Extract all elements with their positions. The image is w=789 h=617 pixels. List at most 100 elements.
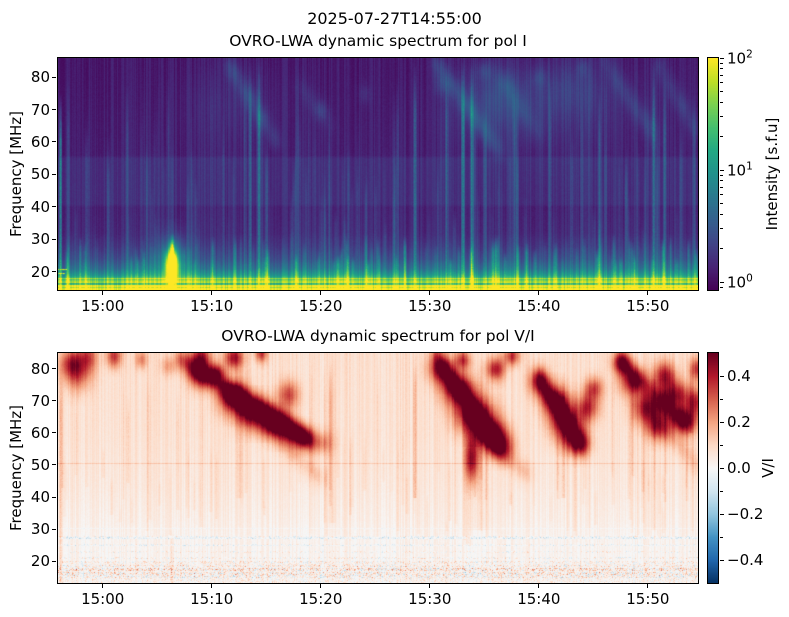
y-tick xyxy=(52,464,56,466)
x-tick xyxy=(647,584,649,588)
colorbar-minor-tick xyxy=(720,286,723,288)
colorbar-minor-tick xyxy=(720,444,723,446)
pol-i-axes xyxy=(57,57,699,291)
colorbar-minor-tick xyxy=(720,214,723,216)
pol-i-spectrogram-canvas xyxy=(58,58,698,290)
colorbar-tick xyxy=(720,375,724,377)
colorbar-minor-tick xyxy=(720,74,723,76)
x-tick-label: 15:00 xyxy=(81,590,125,608)
colorbar-tick xyxy=(720,57,724,59)
colorbar-tick-label: 101 xyxy=(727,160,753,180)
y-tick xyxy=(52,173,56,175)
colorbar-minor-tick xyxy=(720,228,723,230)
x-tick xyxy=(102,291,104,295)
x-tick xyxy=(211,291,213,295)
y-tick-label: 80 xyxy=(30,359,50,378)
y-tick xyxy=(52,400,56,402)
y-tick xyxy=(52,271,56,273)
figure-suptitle: 2025-07-27T14:55:00 xyxy=(307,9,482,28)
x-tick-label: 15:20 xyxy=(299,590,343,608)
y-tick xyxy=(52,238,56,240)
y-tick xyxy=(52,560,56,562)
x-tick xyxy=(429,584,431,588)
x-tick-label: 15:50 xyxy=(626,590,670,608)
x-tick-label: 15:40 xyxy=(517,297,561,315)
colorbar-tick-label: 100 xyxy=(727,272,753,292)
y-tick xyxy=(52,368,56,370)
y-tick-label: 70 xyxy=(30,391,50,410)
x-tick-label: 15:10 xyxy=(190,590,234,608)
pol-i-colorbar-gradient xyxy=(708,58,718,290)
pol-i-colorbar-label: Intensity [s.f.u] xyxy=(763,117,781,231)
x-tick xyxy=(211,584,213,588)
y-tick-label: 20 xyxy=(30,262,50,281)
y-tick xyxy=(52,432,56,434)
pol-vi-colorbar-gradient xyxy=(708,353,718,583)
y-tick-label: 60 xyxy=(30,132,50,151)
colorbar-minor-tick xyxy=(720,82,723,84)
colorbar-minor-tick xyxy=(720,490,723,492)
colorbar-minor-tick xyxy=(720,194,723,196)
colorbar-tick xyxy=(720,513,724,515)
x-tick xyxy=(320,291,322,295)
x-tick-label: 15:20 xyxy=(299,297,343,315)
x-tick xyxy=(538,584,540,588)
x-tick xyxy=(429,291,431,295)
x-tick xyxy=(102,584,104,588)
y-tick xyxy=(52,109,56,111)
colorbar-tick-label: 0.0 xyxy=(727,459,751,477)
y-tick-label: 20 xyxy=(30,552,50,571)
y-tick-label: 50 xyxy=(30,165,50,184)
x-tick-label: 15:40 xyxy=(517,590,561,608)
colorbar-tick-label: −0.2 xyxy=(727,505,764,523)
colorbar-minor-tick xyxy=(720,180,723,182)
y-tick xyxy=(52,496,56,498)
colorbar-minor-tick xyxy=(720,203,723,205)
y-tick-label: 50 xyxy=(30,455,50,474)
colorbar-minor-tick xyxy=(720,536,723,538)
colorbar-minor-tick xyxy=(720,186,723,188)
colorbar-tick xyxy=(720,559,724,561)
colorbar-minor-tick xyxy=(720,247,723,249)
y-tick-label: 40 xyxy=(30,488,50,507)
colorbar-tick xyxy=(720,281,724,283)
colorbar-tick xyxy=(720,421,724,423)
y-tick xyxy=(52,141,56,143)
colorbar-tick xyxy=(720,169,724,171)
colorbar-tick xyxy=(720,467,724,469)
y-tick-label: 40 xyxy=(30,197,50,216)
y-tick xyxy=(52,528,56,530)
x-tick-label: 15:50 xyxy=(626,297,670,315)
y-tick-label: 80 xyxy=(30,68,50,87)
pol-vi-axes xyxy=(57,352,699,584)
pol-i-title: OVRO-LWA dynamic spectrum for pol I xyxy=(229,32,527,50)
x-tick xyxy=(320,584,322,588)
colorbar-minor-tick xyxy=(720,62,723,64)
y-tick-label: 30 xyxy=(30,230,50,249)
colorbar-minor-tick xyxy=(720,102,723,104)
x-tick xyxy=(647,291,649,295)
colorbar-tick-label: 0.4 xyxy=(727,367,751,385)
pol-i-colorbar xyxy=(707,57,719,291)
colorbar-minor-tick xyxy=(720,68,723,70)
y-tick-label: 70 xyxy=(30,100,50,119)
y-tick-label: 30 xyxy=(30,520,50,539)
colorbar-minor-tick xyxy=(720,116,723,118)
colorbar-tick-label: 0.2 xyxy=(727,413,751,431)
y-tick-label: 60 xyxy=(30,423,50,442)
colorbar-tick-label: −0.4 xyxy=(727,551,764,569)
pol-vi-title: OVRO-LWA dynamic spectrum for pol V/I xyxy=(221,327,535,345)
y-tick xyxy=(52,76,56,78)
colorbar-minor-tick xyxy=(720,135,723,137)
x-tick xyxy=(538,291,540,295)
x-tick-label: 15:10 xyxy=(190,297,234,315)
colorbar-minor-tick xyxy=(720,174,723,176)
colorbar-minor-tick xyxy=(720,91,723,93)
pol-vi-colorbar-label: V/I xyxy=(759,458,777,478)
pol-vi-spectrogram-canvas xyxy=(58,353,698,583)
pol-vi-colorbar xyxy=(707,352,719,584)
x-tick-label: 15:00 xyxy=(81,297,125,315)
colorbar-minor-tick xyxy=(720,398,723,400)
x-tick-label: 15:30 xyxy=(408,297,452,315)
